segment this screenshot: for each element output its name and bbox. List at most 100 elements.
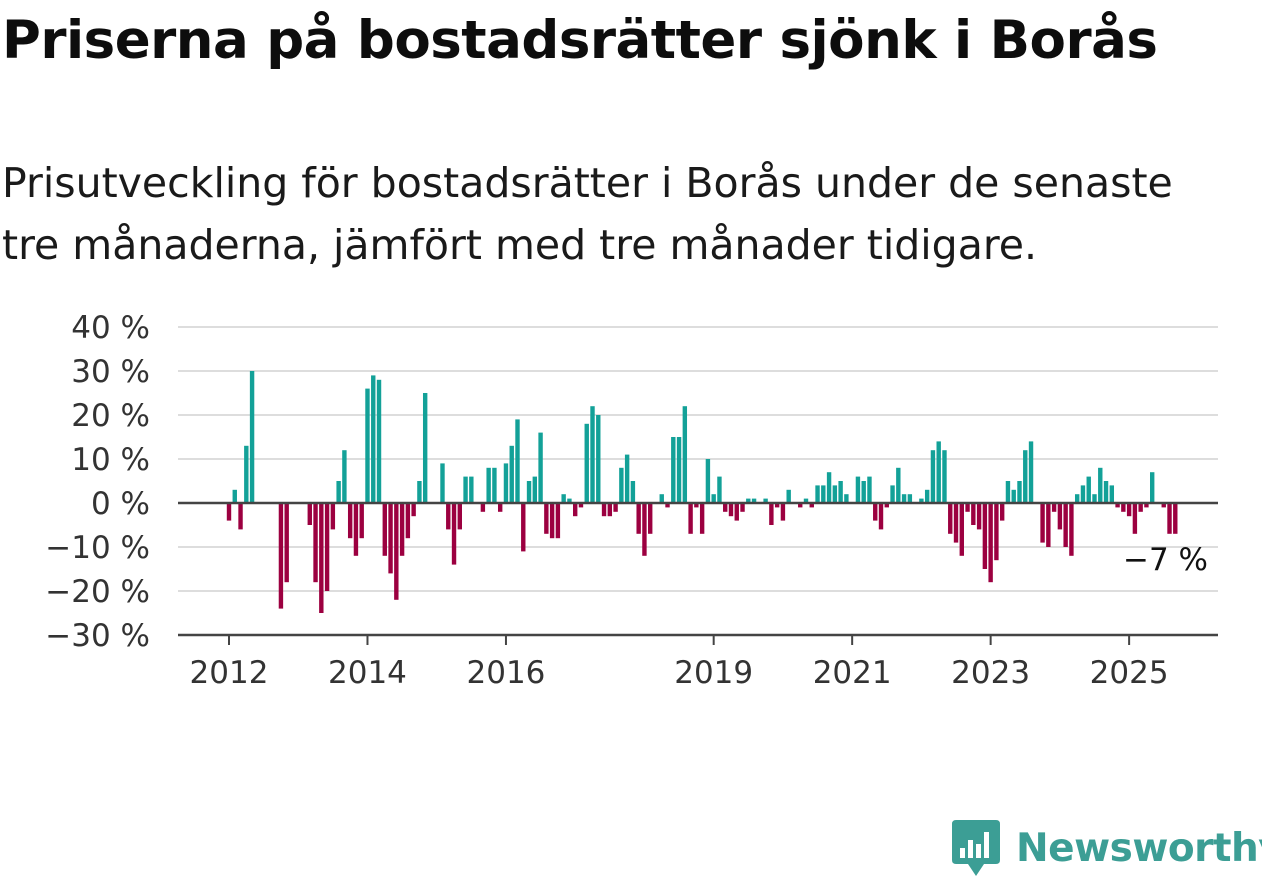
bar: [884, 503, 889, 508]
bar: [1092, 494, 1097, 503]
bar: [422, 393, 428, 503]
bar: [1098, 467, 1103, 503]
bar: [376, 379, 382, 503]
bar: [959, 503, 964, 556]
bar: [1080, 485, 1086, 503]
bar: [226, 503, 232, 521]
bar: [463, 476, 468, 503]
bar: [469, 476, 474, 503]
bar: [815, 485, 820, 503]
bar: [515, 419, 520, 503]
bar: [446, 503, 451, 530]
bar: [976, 503, 982, 530]
y-tick-label: 20 %: [71, 398, 150, 434]
bar: [232, 489, 237, 503]
bar: [665, 503, 670, 508]
bar: [601, 503, 607, 517]
bar: [532, 476, 538, 503]
bar: [549, 503, 555, 539]
bar: [936, 441, 941, 503]
bar: [607, 503, 613, 517]
bar: [832, 485, 838, 503]
y-tick-label: 30 %: [71, 354, 150, 390]
bar: [613, 503, 618, 512]
bar: [867, 476, 872, 503]
bars: [226, 371, 1178, 613]
bar: [659, 494, 664, 503]
bar-chart: 40 %30 %20 %10 %0 %−10 %−20 %−30 % 2012 2…: [45, 310, 1218, 691]
bar: [1005, 481, 1011, 503]
bar: [1121, 503, 1126, 512]
bar: [509, 445, 514, 503]
bar: [1115, 503, 1120, 508]
bar: [1069, 503, 1074, 556]
bar: [313, 503, 318, 583]
bar: [342, 450, 347, 503]
bar: [497, 503, 503, 512]
bar: [399, 503, 405, 556]
bar: [717, 476, 722, 503]
bar: [999, 503, 1005, 521]
bar: [371, 375, 376, 503]
bar: [1046, 503, 1051, 547]
bar: [821, 485, 826, 503]
x-tick-label: 2014: [328, 655, 407, 691]
x-tick-label: 2023: [951, 655, 1030, 691]
bar: [896, 467, 901, 503]
axes: [178, 501, 1218, 637]
y-tick-label: 40 %: [71, 310, 150, 346]
bar: [746, 498, 751, 503]
bar: [284, 503, 289, 583]
bar: [526, 481, 532, 503]
x-tick-label: 2012: [190, 655, 269, 691]
bar: [1011, 489, 1016, 503]
bar: [324, 503, 330, 591]
bar: [930, 450, 936, 503]
bar: [826, 472, 832, 503]
bar: [578, 503, 584, 508]
bar: [844, 494, 849, 503]
bar: [624, 454, 630, 503]
bar: [924, 489, 930, 503]
bar: [723, 503, 728, 512]
bar: [890, 485, 895, 503]
grid-lines: [178, 326, 1218, 592]
x-axis-tick-labels: 2012 2014 2016 2019 2021 2023 2025: [190, 635, 1169, 691]
bar: [584, 423, 589, 503]
bar: [982, 503, 988, 569]
bar: [538, 432, 543, 503]
subtitle-line-2: tre månaderna, jämfört med tre månader t…: [2, 221, 1038, 269]
bar: [907, 494, 913, 503]
bar: [1086, 476, 1091, 503]
y-tick-label: −30 %: [45, 618, 150, 654]
bar: [809, 503, 814, 508]
bar: [803, 498, 809, 503]
bar: [994, 503, 999, 561]
bar: [596, 415, 601, 503]
bar: [440, 463, 445, 503]
bar: [942, 450, 947, 503]
bar: [1167, 503, 1172, 534]
bar: [953, 503, 959, 543]
bar: [555, 503, 561, 539]
bar: [1103, 481, 1109, 503]
bar: [480, 503, 486, 512]
bar: [1063, 503, 1068, 547]
bar: [705, 459, 711, 503]
bar: [330, 503, 336, 530]
bar: [1132, 503, 1138, 534]
bar: [734, 503, 739, 521]
bar: [1126, 503, 1132, 517]
bar: [901, 494, 907, 503]
bar: [1138, 503, 1143, 512]
bar: [919, 498, 924, 503]
newsworthy-logo: Newsworthy: [950, 818, 1262, 878]
bar: [682, 406, 688, 503]
bar: [503, 463, 509, 503]
bar: [405, 503, 411, 539]
bar: [1173, 503, 1178, 534]
chart-title: Priserna på bostadsrätter sjönk i Borås: [2, 10, 1158, 71]
bar: [382, 503, 387, 556]
bar: [878, 503, 884, 530]
bar: [630, 481, 636, 503]
